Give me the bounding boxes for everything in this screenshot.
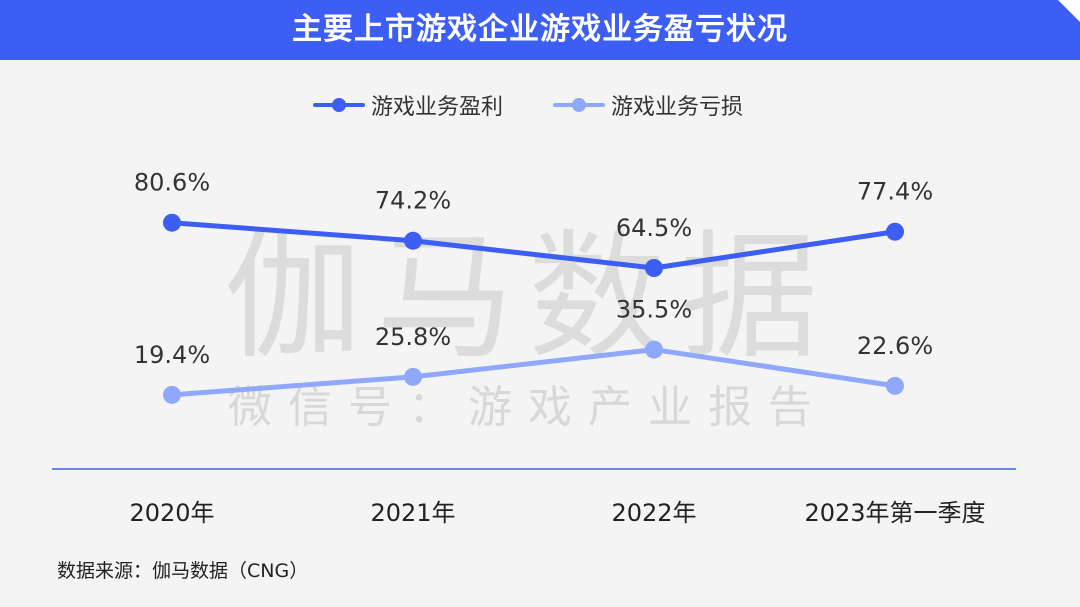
- data-point-profit-2: [645, 259, 663, 277]
- legend-label-loss: 游戏业务亏损: [611, 95, 744, 120]
- data-label-profit-0: 80.6%: [134, 169, 210, 197]
- series-line-loss: [171, 347, 896, 398]
- data-source: 数据来源：伽马数据（CNG）: [57, 560, 309, 582]
- data-point-loss-2: [645, 340, 663, 359]
- series-line-profit: [171, 220, 896, 271]
- data-label-loss-3: 22.6%: [857, 332, 933, 360]
- series-layer: 80.6% 74.2% 64.5% 77.4% 19.4% 25.8% 35.5% 22.6%: [134, 169, 933, 404]
- chart-title: 主要上市游戏企业游戏业务盈亏状况: [292, 12, 788, 47]
- x-tick-label-1: 2021年: [370, 499, 455, 527]
- x-tick-label-0: 2020年: [129, 499, 214, 527]
- x-tick-labels: 2020年 2021年 2022年 2023年第一季度: [129, 499, 985, 527]
- watermark-sub: 微信号：游戏产业报告: [228, 382, 828, 433]
- data-label-loss-0: 19.4%: [134, 341, 210, 369]
- legend-item-loss: 游戏业务亏损: [553, 88, 743, 122]
- legend: 游戏业务盈利 游戏业务亏损: [0, 88, 1080, 122]
- data-label-profit-1: 74.2%: [375, 187, 451, 215]
- data-label-loss-2: 35.5%: [616, 296, 692, 324]
- title-bar: 主要上市游戏企业游戏业务盈亏状况: [0, 0, 1080, 60]
- legend-line-profit-icon: [313, 98, 365, 112]
- data-point-loss-0: [163, 385, 181, 404]
- legend-item-profit: 游戏业务盈利: [313, 88, 503, 122]
- data-label-profit-2: 64.5%: [616, 214, 692, 242]
- data-label-loss-1: 25.8%: [375, 323, 451, 351]
- x-tick-label-3: 2023年第一季度: [804, 499, 985, 527]
- title-bar-corner: [1058, 0, 1080, 22]
- data-point-loss-1: [404, 367, 422, 386]
- watermark-main: 伽马数据: [224, 217, 832, 378]
- data-point-profit-1: [404, 231, 422, 250]
- data-point-profit-3: [886, 222, 904, 241]
- legend-label-profit: 游戏业务盈利: [371, 95, 504, 120]
- data-point-profit-0: [163, 213, 181, 232]
- x-tick-label-2: 2022年: [611, 499, 696, 527]
- data-label-profit-3: 77.4%: [857, 178, 933, 206]
- data-point-loss-3: [886, 376, 904, 395]
- legend-line-loss-icon: [553, 98, 605, 112]
